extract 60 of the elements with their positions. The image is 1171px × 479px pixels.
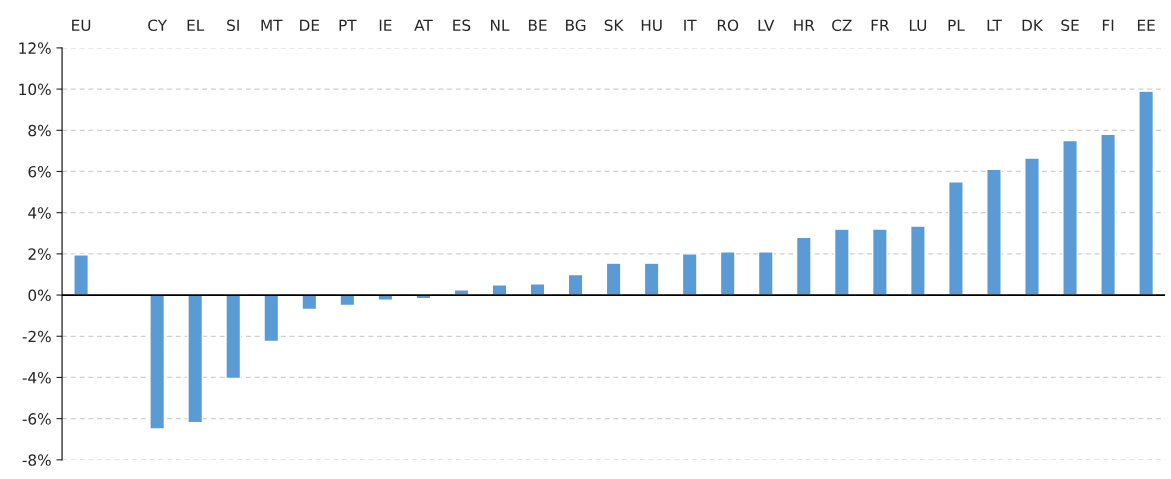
- x-tick-label: CY: [148, 19, 168, 32]
- bar: [1138, 90, 1155, 296]
- y-tick-label: -2%: [22, 330, 51, 343]
- x-tick-label: EU: [72, 19, 91, 32]
- x-tick-label: ES: [453, 19, 471, 32]
- x-tick-label: RO: [717, 19, 739, 32]
- x-tick-label: AT: [414, 19, 433, 31]
- x-tick-label: PL: [948, 19, 965, 31]
- y-tick-label: 12%: [19, 42, 51, 54]
- x-tick-label: DE: [300, 19, 320, 31]
- x-tick-label: HU: [641, 19, 662, 32]
- bar: [986, 168, 1002, 296]
- y-tick-label: 8%: [28, 124, 51, 137]
- x-tick-label: SI: [227, 19, 239, 32]
- y-tick-label: -6%: [22, 413, 51, 425]
- x-tick-label: EL: [187, 19, 205, 31]
- x-tick-label: DK: [1022, 19, 1044, 31]
- bar: [605, 262, 622, 296]
- x-tick-label: SE: [1061, 19, 1079, 32]
- bar: [909, 225, 926, 296]
- y-tick-label: 10%: [19, 83, 51, 96]
- x-tick-label: LT: [987, 19, 1002, 31]
- x-tick-label: MT: [261, 19, 283, 31]
- bar: [643, 262, 660, 296]
- y-tick-label: -4%: [22, 371, 51, 384]
- bar: [301, 294, 318, 311]
- y-tick-label: 2%: [28, 248, 51, 260]
- bar: [871, 228, 888, 296]
- y-tick-label: 6%: [28, 165, 51, 178]
- bar: [833, 228, 850, 296]
- x-tick-label: IE: [379, 19, 392, 31]
- y-tick-label: 0%: [28, 289, 51, 302]
- bar: [681, 253, 698, 296]
- bar: [795, 236, 812, 296]
- x-tick-label: NL: [491, 19, 510, 31]
- bar: [757, 251, 774, 296]
- x-tick-label: PT: [339, 19, 357, 31]
- x-tick-label: BG: [566, 19, 586, 32]
- x-tick-label: LV: [758, 19, 775, 31]
- bar: [1100, 133, 1117, 296]
- bar: [149, 294, 166, 430]
- bar: [225, 294, 242, 380]
- x-tick-label: FR: [871, 19, 890, 31]
- bar: [948, 181, 964, 296]
- bar: [73, 254, 90, 296]
- x-tick-label: SK: [604, 19, 624, 32]
- bar: [263, 294, 280, 343]
- x-tick-label: HR: [794, 19, 815, 31]
- bar: [1062, 139, 1078, 296]
- bar: [187, 294, 204, 424]
- x-tick-label: CZ: [832, 19, 852, 32]
- x-tick-label: FI: [1102, 19, 1114, 31]
- x-tick-label: EE: [1137, 19, 1155, 31]
- x-tick-label: BE: [528, 19, 547, 31]
- y-tick-label: 4%: [28, 207, 51, 219]
- bar: [1024, 157, 1040, 296]
- x-tick-label: LU: [909, 19, 927, 32]
- bar: [719, 251, 736, 296]
- x-tick-label: IT: [684, 19, 697, 31]
- y-tick-label: -8%: [22, 454, 51, 466]
